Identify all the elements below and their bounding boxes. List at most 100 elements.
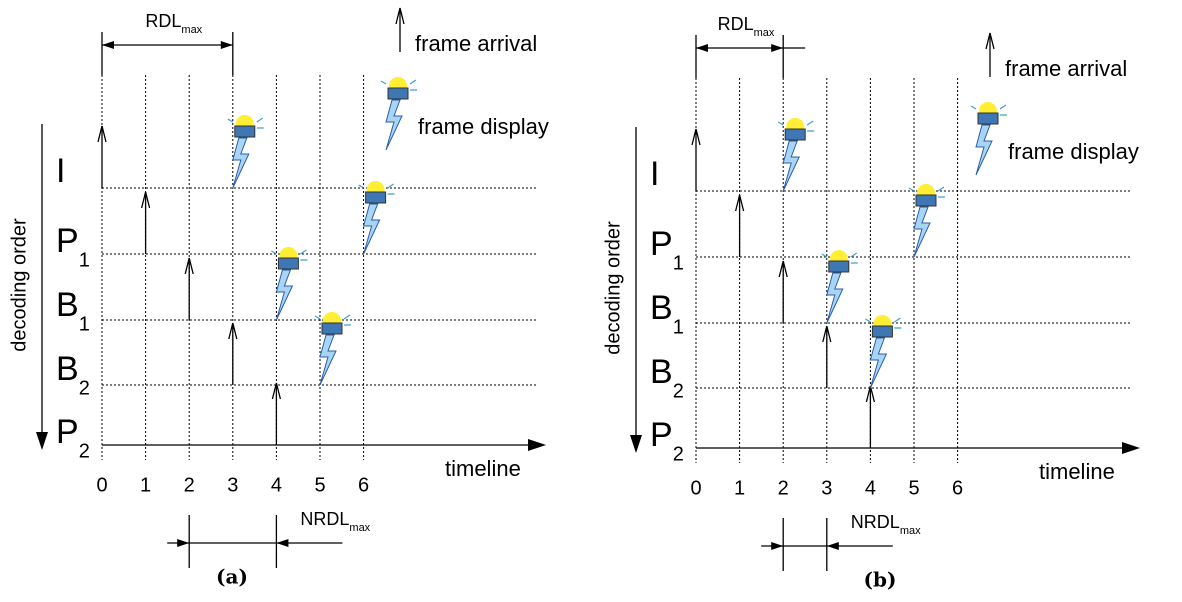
rdl-head xyxy=(102,41,114,49)
label-sub: 1 xyxy=(673,316,684,338)
nrdl-head xyxy=(276,539,289,547)
display-icon xyxy=(380,77,417,151)
arrival-arrow-head xyxy=(271,382,282,400)
tick-label: 1 xyxy=(734,477,745,499)
icon-rays xyxy=(271,249,308,261)
tick-label: 5 xyxy=(314,474,325,496)
label-main: I xyxy=(650,155,659,193)
icon-bolt xyxy=(782,140,800,192)
tick-label: 2 xyxy=(778,477,789,499)
icon-rays xyxy=(821,252,858,264)
tick-label: 6 xyxy=(952,477,963,499)
x-axis-label: timeline xyxy=(445,456,521,481)
tick-label: 4 xyxy=(865,477,876,499)
x-axis-label: timeline xyxy=(1039,459,1115,484)
label-main: NRDL xyxy=(851,512,900,532)
icon-rays xyxy=(970,104,1007,116)
icon-rays xyxy=(358,183,395,195)
nrdl-head xyxy=(177,539,190,547)
icon-bolt xyxy=(232,137,250,189)
icon-monitor xyxy=(277,257,299,270)
nrdl-head xyxy=(826,542,839,550)
icon-rays xyxy=(314,314,351,326)
icon-monitor xyxy=(977,112,999,125)
label-sub: 1 xyxy=(79,249,90,271)
icon-monitor xyxy=(871,325,893,338)
label-main: P xyxy=(56,413,79,451)
arrival-arrow-head xyxy=(97,125,107,143)
label-sub: 2 xyxy=(673,380,684,402)
label-sub: 2 xyxy=(79,440,90,462)
icon-bolt xyxy=(975,124,993,176)
arrival-legend: frame arrival xyxy=(1005,56,1127,81)
display-icon xyxy=(358,181,395,255)
icon-monitor xyxy=(915,194,937,207)
arrival-arrow-head xyxy=(228,322,238,340)
arrival-arrow-head xyxy=(184,257,194,275)
caption: (b) xyxy=(864,568,897,592)
label-sub: max xyxy=(349,522,370,534)
tick-label: 3 xyxy=(821,477,832,499)
tick-label: 6 xyxy=(358,474,369,496)
display-icon xyxy=(821,250,858,324)
icon-rays xyxy=(777,120,815,132)
display-icon xyxy=(777,118,815,192)
label-main: B xyxy=(650,353,673,391)
arrival-arrow-head xyxy=(822,325,832,343)
icon-monitor xyxy=(365,191,387,204)
nrdl-head xyxy=(771,542,784,550)
display-icon xyxy=(314,312,351,386)
label-sub: max xyxy=(181,24,202,36)
rdl-head xyxy=(771,44,784,52)
display-icon xyxy=(908,184,945,258)
tick-label: 4 xyxy=(271,474,282,496)
tick-label: 0 xyxy=(96,474,107,496)
label-sub: 1 xyxy=(673,252,684,274)
caption: (a) xyxy=(216,565,248,589)
label-sub: max xyxy=(754,27,775,39)
icon-monitor xyxy=(828,260,850,273)
icon-bolt xyxy=(275,269,294,321)
display-icon xyxy=(970,102,1007,176)
icon-bolt xyxy=(869,337,888,389)
arrival-arrow-head xyxy=(691,128,701,146)
icon-bolt xyxy=(826,272,844,324)
label-sub: 2 xyxy=(79,377,90,399)
display-icon xyxy=(865,315,902,389)
icon-bolt xyxy=(385,99,403,151)
icon-rays xyxy=(380,79,417,91)
icon-monitor xyxy=(387,87,409,100)
icon-bolt xyxy=(362,203,381,255)
label-main: P xyxy=(650,225,673,263)
arrival-legend: frame arrival xyxy=(415,31,537,56)
timeline-head xyxy=(1122,442,1140,454)
y-axis-label: decoding order xyxy=(602,221,624,355)
label-sub: 1 xyxy=(79,313,90,335)
icon-monitor xyxy=(234,125,256,138)
arrival-arrow-head xyxy=(778,260,788,278)
label-sub: 2 xyxy=(673,443,684,465)
label-main: RDL xyxy=(718,14,754,34)
decoding-head xyxy=(630,435,642,453)
label-main: B xyxy=(650,289,673,327)
arrival-arrow-head xyxy=(140,191,151,209)
tick-label: 5 xyxy=(908,477,919,499)
display-icon xyxy=(227,115,264,189)
tick-label: 3 xyxy=(227,474,238,496)
y-axis-label: decoding order xyxy=(8,218,30,352)
label-main: NRDL xyxy=(300,509,349,529)
arrival-arrow-head xyxy=(985,32,995,50)
display-icon xyxy=(271,247,308,321)
label-main: P xyxy=(56,222,79,260)
arrival-arrow-head xyxy=(865,385,876,403)
label-main: I xyxy=(56,152,65,190)
icon-monitor xyxy=(321,322,343,335)
label-sub: max xyxy=(900,525,921,537)
icon-rays xyxy=(865,317,902,329)
rdl-head xyxy=(696,44,708,52)
timeline-head xyxy=(528,439,546,451)
label-main: P xyxy=(650,416,673,454)
icon-bolt xyxy=(913,206,931,258)
